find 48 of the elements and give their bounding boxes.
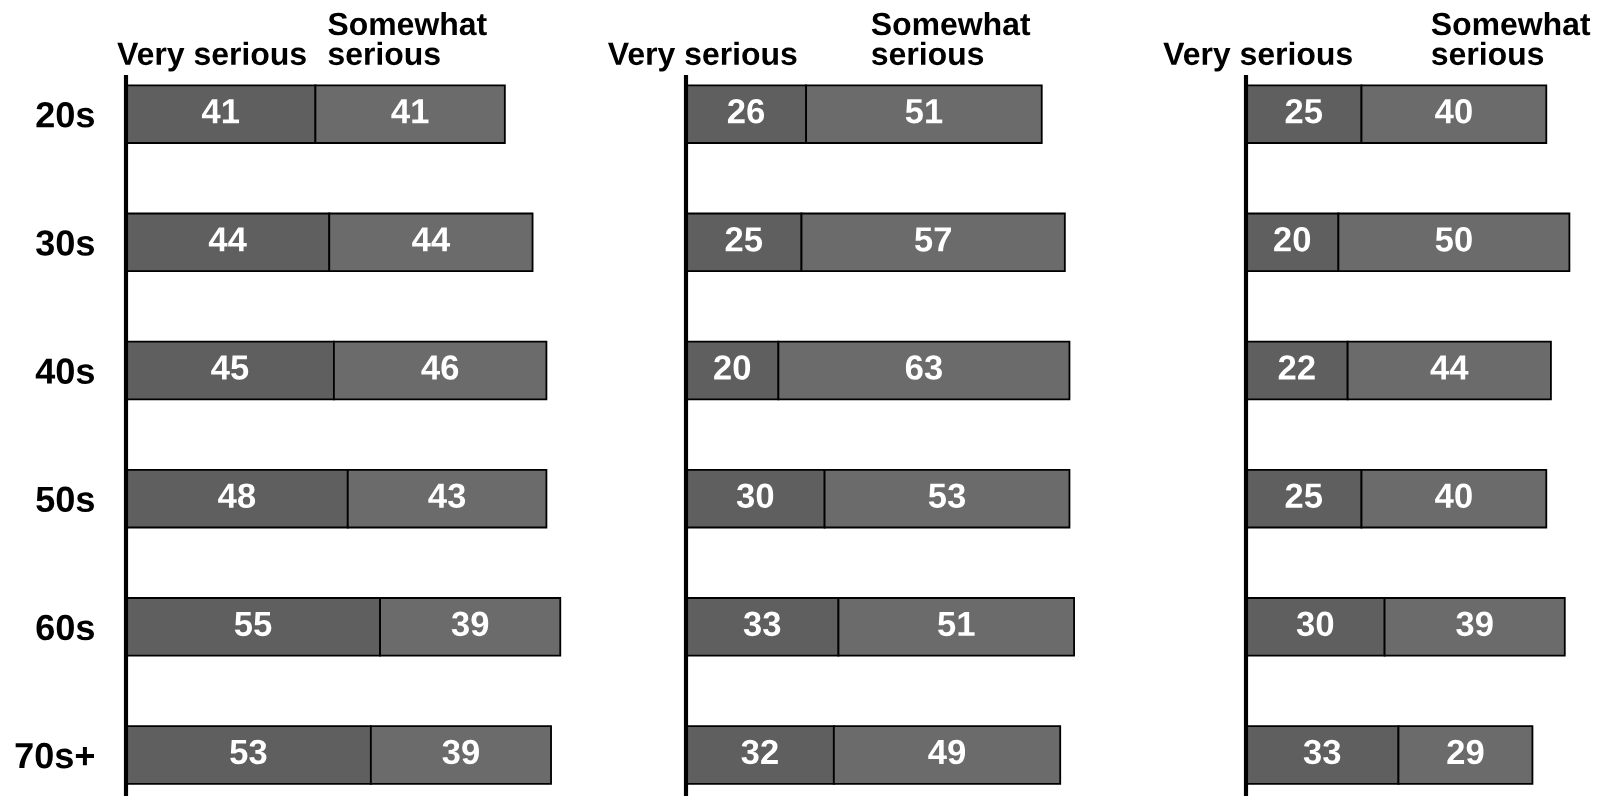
data-label: 25 xyxy=(1285,483,1323,508)
data-label: 45 xyxy=(211,355,249,380)
data-label: 22 xyxy=(1278,355,1315,380)
data-label: 63 xyxy=(905,355,942,380)
data-label: 41 xyxy=(391,99,429,124)
data-label: 44 xyxy=(1430,355,1469,380)
data-label: 57 xyxy=(914,227,951,252)
data-label: 40 xyxy=(1435,483,1472,508)
data-label: 46 xyxy=(421,355,459,380)
data-label: 41 xyxy=(201,99,240,124)
y-tick-label: 20s xyxy=(36,102,94,128)
series-label: Somewhat serious xyxy=(871,11,1031,66)
series-label: Very serious xyxy=(608,41,797,72)
data-label: 44 xyxy=(208,227,247,252)
data-label: 30 xyxy=(1296,611,1334,637)
data-label: 51 xyxy=(938,611,975,637)
data-label: 53 xyxy=(928,483,966,509)
data-label: 20 xyxy=(714,355,751,380)
data-label: 49 xyxy=(928,739,966,765)
data-label: 26 xyxy=(727,98,765,124)
y-tick-label: 50s xyxy=(36,486,94,513)
data-label: 53 xyxy=(230,739,267,765)
data-label: 33 xyxy=(1303,739,1341,765)
data-label: 20 xyxy=(1274,227,1311,252)
data-label: 32 xyxy=(741,739,778,765)
data-label: 44 xyxy=(412,227,451,252)
data-label: 55 xyxy=(234,611,272,637)
data-label: 39 xyxy=(442,739,479,765)
series-label: Somewhat serious xyxy=(1431,11,1591,66)
y-tick-label: 40s xyxy=(35,358,94,384)
y-tick-label: 30s xyxy=(36,230,94,256)
data-label: 30 xyxy=(736,483,774,509)
series-label: Very serious xyxy=(117,41,306,72)
data-label: 29 xyxy=(1447,739,1484,765)
data-label: 40 xyxy=(1435,98,1472,124)
series-label: Somewhat serious xyxy=(328,11,487,66)
y-tick-label: 60s xyxy=(36,614,94,641)
data-label: 39 xyxy=(451,611,489,637)
data-label: 33 xyxy=(743,611,781,637)
data-label: 25 xyxy=(725,227,763,252)
data-label: 25 xyxy=(1285,98,1323,124)
series-label: Very serious xyxy=(1163,41,1352,72)
data-label: 48 xyxy=(218,483,256,508)
data-label: 43 xyxy=(428,483,466,509)
data-label: 50 xyxy=(1435,227,1472,252)
data-label: 39 xyxy=(1456,611,1493,637)
data-label: 51 xyxy=(905,99,943,124)
y-tick-label: 70s+ xyxy=(15,742,94,769)
